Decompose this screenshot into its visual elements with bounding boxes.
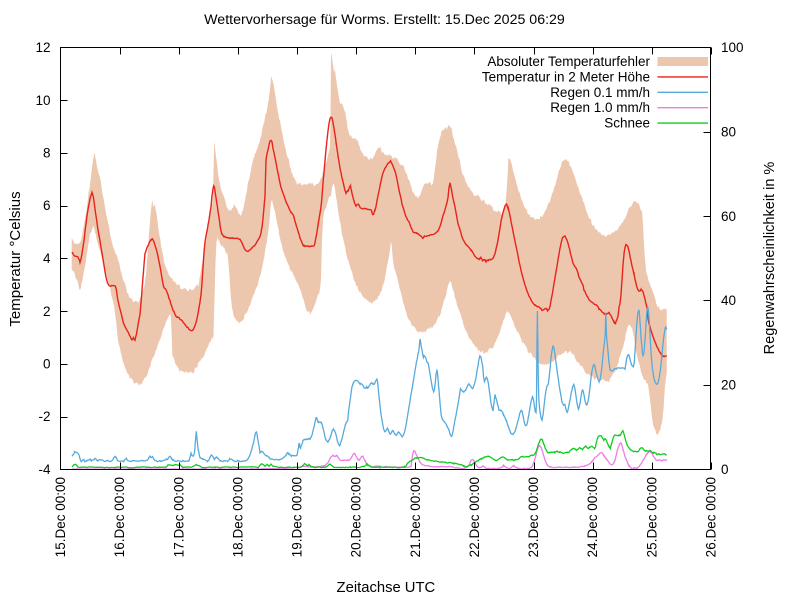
svg-text:23.Dec 00:00: 23.Dec 00:00 <box>526 477 541 557</box>
svg-text:6: 6 <box>43 198 51 213</box>
svg-text:10: 10 <box>35 93 50 108</box>
svg-text:Wettervorhersage für Worms. Er: Wettervorhersage für Worms. Erstellt: 15… <box>204 12 565 28</box>
svg-text:60: 60 <box>721 209 736 224</box>
svg-text:18.Dec 00:00: 18.Dec 00:00 <box>230 477 245 557</box>
svg-text:20: 20 <box>721 378 736 393</box>
svg-text:26.Dec 00:00: 26.Dec 00:00 <box>704 477 719 557</box>
svg-text:80: 80 <box>721 124 736 139</box>
svg-text:8: 8 <box>43 146 51 161</box>
svg-text:Temperatur in 2 Meter Höhe: Temperatur in 2 Meter Höhe <box>482 69 650 84</box>
svg-text:0: 0 <box>43 357 51 372</box>
svg-text:Schnee: Schnee <box>604 116 650 131</box>
svg-text:21.Dec 00:00: 21.Dec 00:00 <box>408 477 423 557</box>
svg-text:Regen 0.1 mm/h: Regen 0.1 mm/h <box>550 85 650 100</box>
svg-text:12: 12 <box>35 40 50 55</box>
svg-text:22.Dec 00:00: 22.Dec 00:00 <box>467 477 482 557</box>
svg-text:Absoluter Temperaturfehler: Absoluter Temperaturfehler <box>487 54 650 69</box>
svg-text:15.Dec 00:00: 15.Dec 00:00 <box>53 477 68 557</box>
svg-text:19.Dec 00:00: 19.Dec 00:00 <box>290 477 305 557</box>
svg-text:-2: -2 <box>38 409 50 424</box>
svg-text:25.Dec 00:00: 25.Dec 00:00 <box>644 477 659 557</box>
svg-text:Regen 1.0 mm/h: Regen 1.0 mm/h <box>550 100 650 115</box>
svg-text:16.Dec 00:00: 16.Dec 00:00 <box>112 477 127 557</box>
svg-text:20.Dec 00:00: 20.Dec 00:00 <box>349 477 364 557</box>
svg-text:-4: -4 <box>38 462 50 477</box>
svg-text:24.Dec 00:00: 24.Dec 00:00 <box>585 477 600 557</box>
svg-text:0: 0 <box>721 462 729 477</box>
svg-text:100: 100 <box>721 40 744 55</box>
svg-text:4: 4 <box>43 251 51 266</box>
svg-text:40: 40 <box>721 293 736 308</box>
svg-text:2: 2 <box>43 304 51 319</box>
svg-text:Temperatur °Celsius: Temperatur °Celsius <box>7 191 24 326</box>
svg-text:17.Dec 00:00: 17.Dec 00:00 <box>171 477 186 557</box>
svg-text:Zeitachse UTC: Zeitachse UTC <box>337 580 436 596</box>
svg-text:Regenwahrscheinlichkeit in %: Regenwahrscheinlichkeit in % <box>762 162 778 355</box>
